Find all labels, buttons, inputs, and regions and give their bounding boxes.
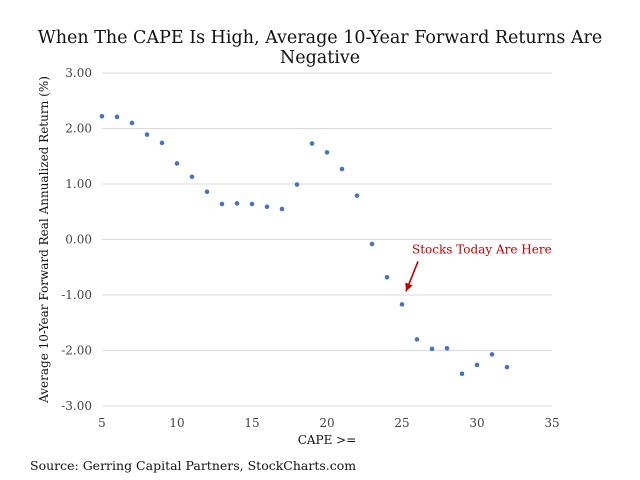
- data-point: [144, 132, 150, 137]
- y-axis-label: Average 10-Year Forward Real Annualized …: [37, 76, 51, 404]
- data-point: [309, 141, 315, 146]
- data-point: [354, 193, 360, 198]
- x-tick-label: 25: [394, 416, 409, 430]
- x-tick-label: 35: [544, 416, 559, 430]
- data-point: [189, 174, 195, 180]
- data-point: [474, 362, 480, 368]
- data-point: [264, 204, 270, 210]
- data-point: [504, 364, 510, 370]
- y-tick-label: 2.00: [65, 122, 92, 136]
- data-point: [99, 113, 105, 119]
- data-point: [399, 302, 405, 307]
- gridlines: [102, 72, 552, 407]
- y-tick-label: -1.00: [61, 288, 92, 302]
- data-point: [414, 337, 420, 342]
- annotation-arrow-head: [405, 282, 413, 292]
- data-point: [444, 345, 450, 351]
- chart-title: When The CAPE Is High, Average 10-Year F…: [37, 28, 603, 68]
- x-tick-label: 30: [469, 416, 484, 430]
- data-point: [279, 206, 285, 212]
- x-tick-label: 20: [319, 416, 334, 430]
- x-tick-label: 5: [98, 416, 106, 430]
- annotation-label: Stocks Today Are Here: [412, 242, 552, 256]
- y-tick-label: 1.00: [65, 177, 92, 191]
- data-point: [234, 201, 240, 206]
- x-tick-label: 15: [244, 416, 259, 430]
- x-tick-label: 10: [169, 416, 184, 430]
- y-tick-label: -3.00: [61, 399, 92, 413]
- data-point: [369, 241, 375, 247]
- data-point: [129, 120, 135, 126]
- annotation: Stocks Today Are Here: [405, 242, 552, 292]
- data-point: [384, 274, 390, 280]
- data-point: [459, 371, 465, 377]
- data-point: [339, 166, 345, 172]
- data-point: [294, 182, 300, 187]
- y-tick-label: 0.00: [65, 233, 92, 247]
- data-point: [249, 201, 255, 207]
- data-points: [99, 113, 510, 377]
- data-point: [324, 150, 330, 155]
- data-point: [159, 140, 165, 146]
- data-point: [489, 352, 495, 357]
- data-point: [429, 346, 435, 352]
- x-axis-ticks: 5 10 15 20 25 30 35: [98, 416, 559, 430]
- source-note: Source: Gerring Capital Partners, StockC…: [30, 458, 357, 473]
- x-axis-label: CAPE >=: [298, 433, 357, 447]
- data-point: [204, 189, 210, 195]
- data-point: [219, 201, 225, 207]
- data-point: [114, 114, 120, 120]
- y-axis-ticks: 3.00 2.00 1.00 0.00 -1.00 -2.00 -3.00: [61, 66, 92, 413]
- data-point: [174, 161, 180, 166]
- y-tick-label: -2.00: [61, 344, 92, 358]
- y-tick-label: 3.00: [65, 66, 92, 80]
